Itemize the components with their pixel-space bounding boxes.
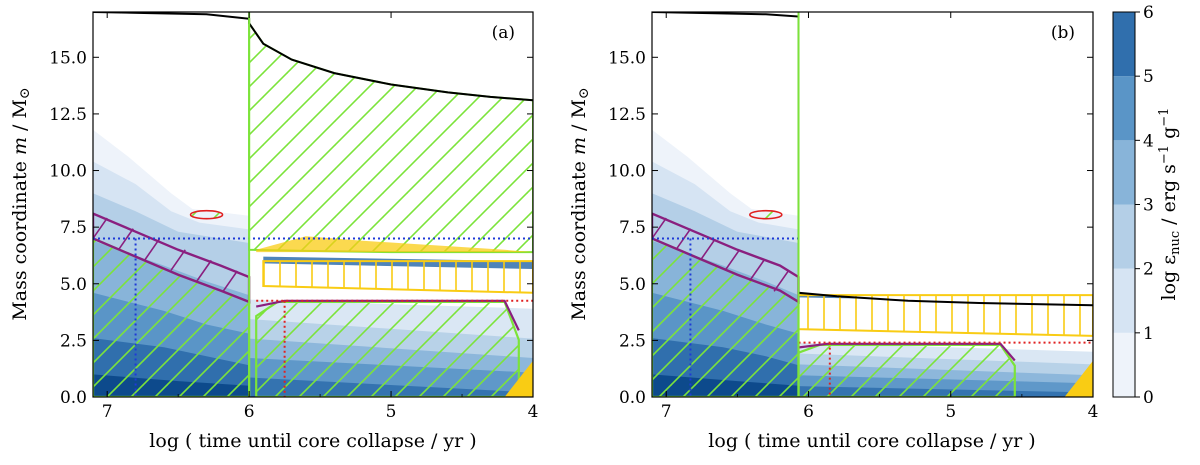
colorbar-band-4 <box>1113 76 1135 141</box>
convective-shell-0 <box>255 300 520 397</box>
xtick-label-4: 4 <box>1088 402 1099 422</box>
ytick-label-15: 15.0 <box>49 48 87 68</box>
panel-b-ylabel: Mass coordinate m / M⊙ <box>568 87 592 320</box>
late-overshoot <box>1064 360 1093 397</box>
ytick-label-2.5: 2.5 <box>619 331 646 351</box>
ytick-label-12.5: 12.5 <box>608 105 646 125</box>
colorbar-band-5 <box>1113 12 1135 77</box>
colorbar-tick-label-1: 1 <box>1143 324 1154 344</box>
shell-semiconvection-0 <box>798 342 1016 362</box>
ytick-label-2.5: 2.5 <box>60 331 87 351</box>
ytick-label-0: 0.0 <box>619 388 646 408</box>
semiconvection-hatch-1 <box>118 228 134 250</box>
shell-convection-zone <box>262 260 533 294</box>
colorbar: 0 1 2 3 4 5 6 <box>1112 3 1154 408</box>
semiconvection-hatch-4 <box>749 259 765 282</box>
total-mass-line <box>93 12 533 102</box>
colorbar-tick-label-0: 0 <box>1143 388 1154 408</box>
outside-star <box>93 12 533 101</box>
minor-convection-zone <box>749 209 783 220</box>
semiconvection-hatch-5 <box>222 270 238 292</box>
ytick-label-12.5: 12.5 <box>49 105 87 125</box>
ytick-label-7.5: 7.5 <box>619 218 646 238</box>
colorbar-band-2 <box>1113 204 1135 269</box>
ytick-label-10: 10.0 <box>49 162 87 182</box>
semiconvection-hatch-3 <box>724 249 741 271</box>
colorbar-band-0 <box>1113 332 1135 397</box>
late-overshoot <box>504 360 533 397</box>
colorbar-label: log εnuc / erg s−1 g−1 <box>1157 108 1183 301</box>
panel-a-ylabel: Mass coordinate m / M⊙ <box>9 87 33 320</box>
panel-b-tag: (b) <box>1051 23 1075 43</box>
semiconvection-hatch-0 <box>93 217 108 239</box>
xtick-label-7: 7 <box>102 402 113 422</box>
ytick-label-15: 15.0 <box>608 48 646 68</box>
panel-a-tag: (a) <box>492 23 515 43</box>
panel-b-plot-area <box>652 12 1093 397</box>
colorbar-band-3 <box>1113 140 1135 205</box>
xtick-label-5: 5 <box>386 402 397 422</box>
shell-semiconvection-0 <box>255 299 520 331</box>
panel-b-frame <box>651 11 1094 398</box>
panel-a-xlabel: log ( time until core collapse / yr ) <box>149 430 476 452</box>
minor-convection-zone <box>189 209 224 220</box>
xtick-label-6: 6 <box>244 402 255 422</box>
outside-star <box>652 12 1093 306</box>
semiconvection-hatch-2 <box>144 238 160 261</box>
semiconvection-hatch-2 <box>700 238 716 261</box>
panel-a-axes: 7 6 5 4 0.0 2.5 5.0 7.5 10.0 12.5 15.0 <box>49 12 538 422</box>
colorbar-tick-label-4: 4 <box>1143 131 1154 151</box>
colorbar-band-1 <box>1113 268 1135 333</box>
panel-b: 7 6 5 4 0.0 2.5 5.0 7.5 10.0 12.5 15.0 (b) log ( t… <box>568 11 1098 452</box>
panel-a: 7 6 5 4 0.0 2.5 5.0 7.5 10.0 12.5 15.0 (a) log ( t… <box>9 11 538 452</box>
xtick-label-7: 7 <box>661 402 672 422</box>
panel-a-plot-area <box>93 12 533 397</box>
colorbar-tick-label-5: 5 <box>1143 67 1154 87</box>
xtick-label-6: 6 <box>803 402 814 422</box>
colorbar-tick-label-3: 3 <box>1143 196 1154 216</box>
semiconvection-hatch-3 <box>170 249 186 271</box>
ytick-label-0: 0.0 <box>60 388 87 408</box>
ytick-label-10: 10.0 <box>608 162 646 182</box>
xtick-label-4: 4 <box>528 402 539 422</box>
colorbar-tick-label-2: 2 <box>1143 260 1154 280</box>
ytick-label-5: 5.0 <box>619 275 646 295</box>
ytick-label-5: 5.0 <box>60 275 87 295</box>
panel-b-xlabel: log ( time until core collapse / yr ) <box>708 430 1035 452</box>
panel-a-frame <box>92 11 534 398</box>
semiconvection-hatch-5 <box>773 270 789 292</box>
semiconvection-hatch-0 <box>652 217 667 239</box>
ytick-label-7.5: 7.5 <box>60 218 87 238</box>
panel-b-axes: 7 6 5 4 0.0 2.5 5.0 7.5 10.0 12.5 15.0 <box>608 12 1098 422</box>
convective-shell-0 <box>797 343 1016 397</box>
xtick-label-5: 5 <box>945 402 956 422</box>
colorbar-tick-label-6: 6 <box>1143 3 1154 23</box>
envelope-overshoot <box>256 236 533 253</box>
semiconvection-hatch-4 <box>196 259 212 282</box>
